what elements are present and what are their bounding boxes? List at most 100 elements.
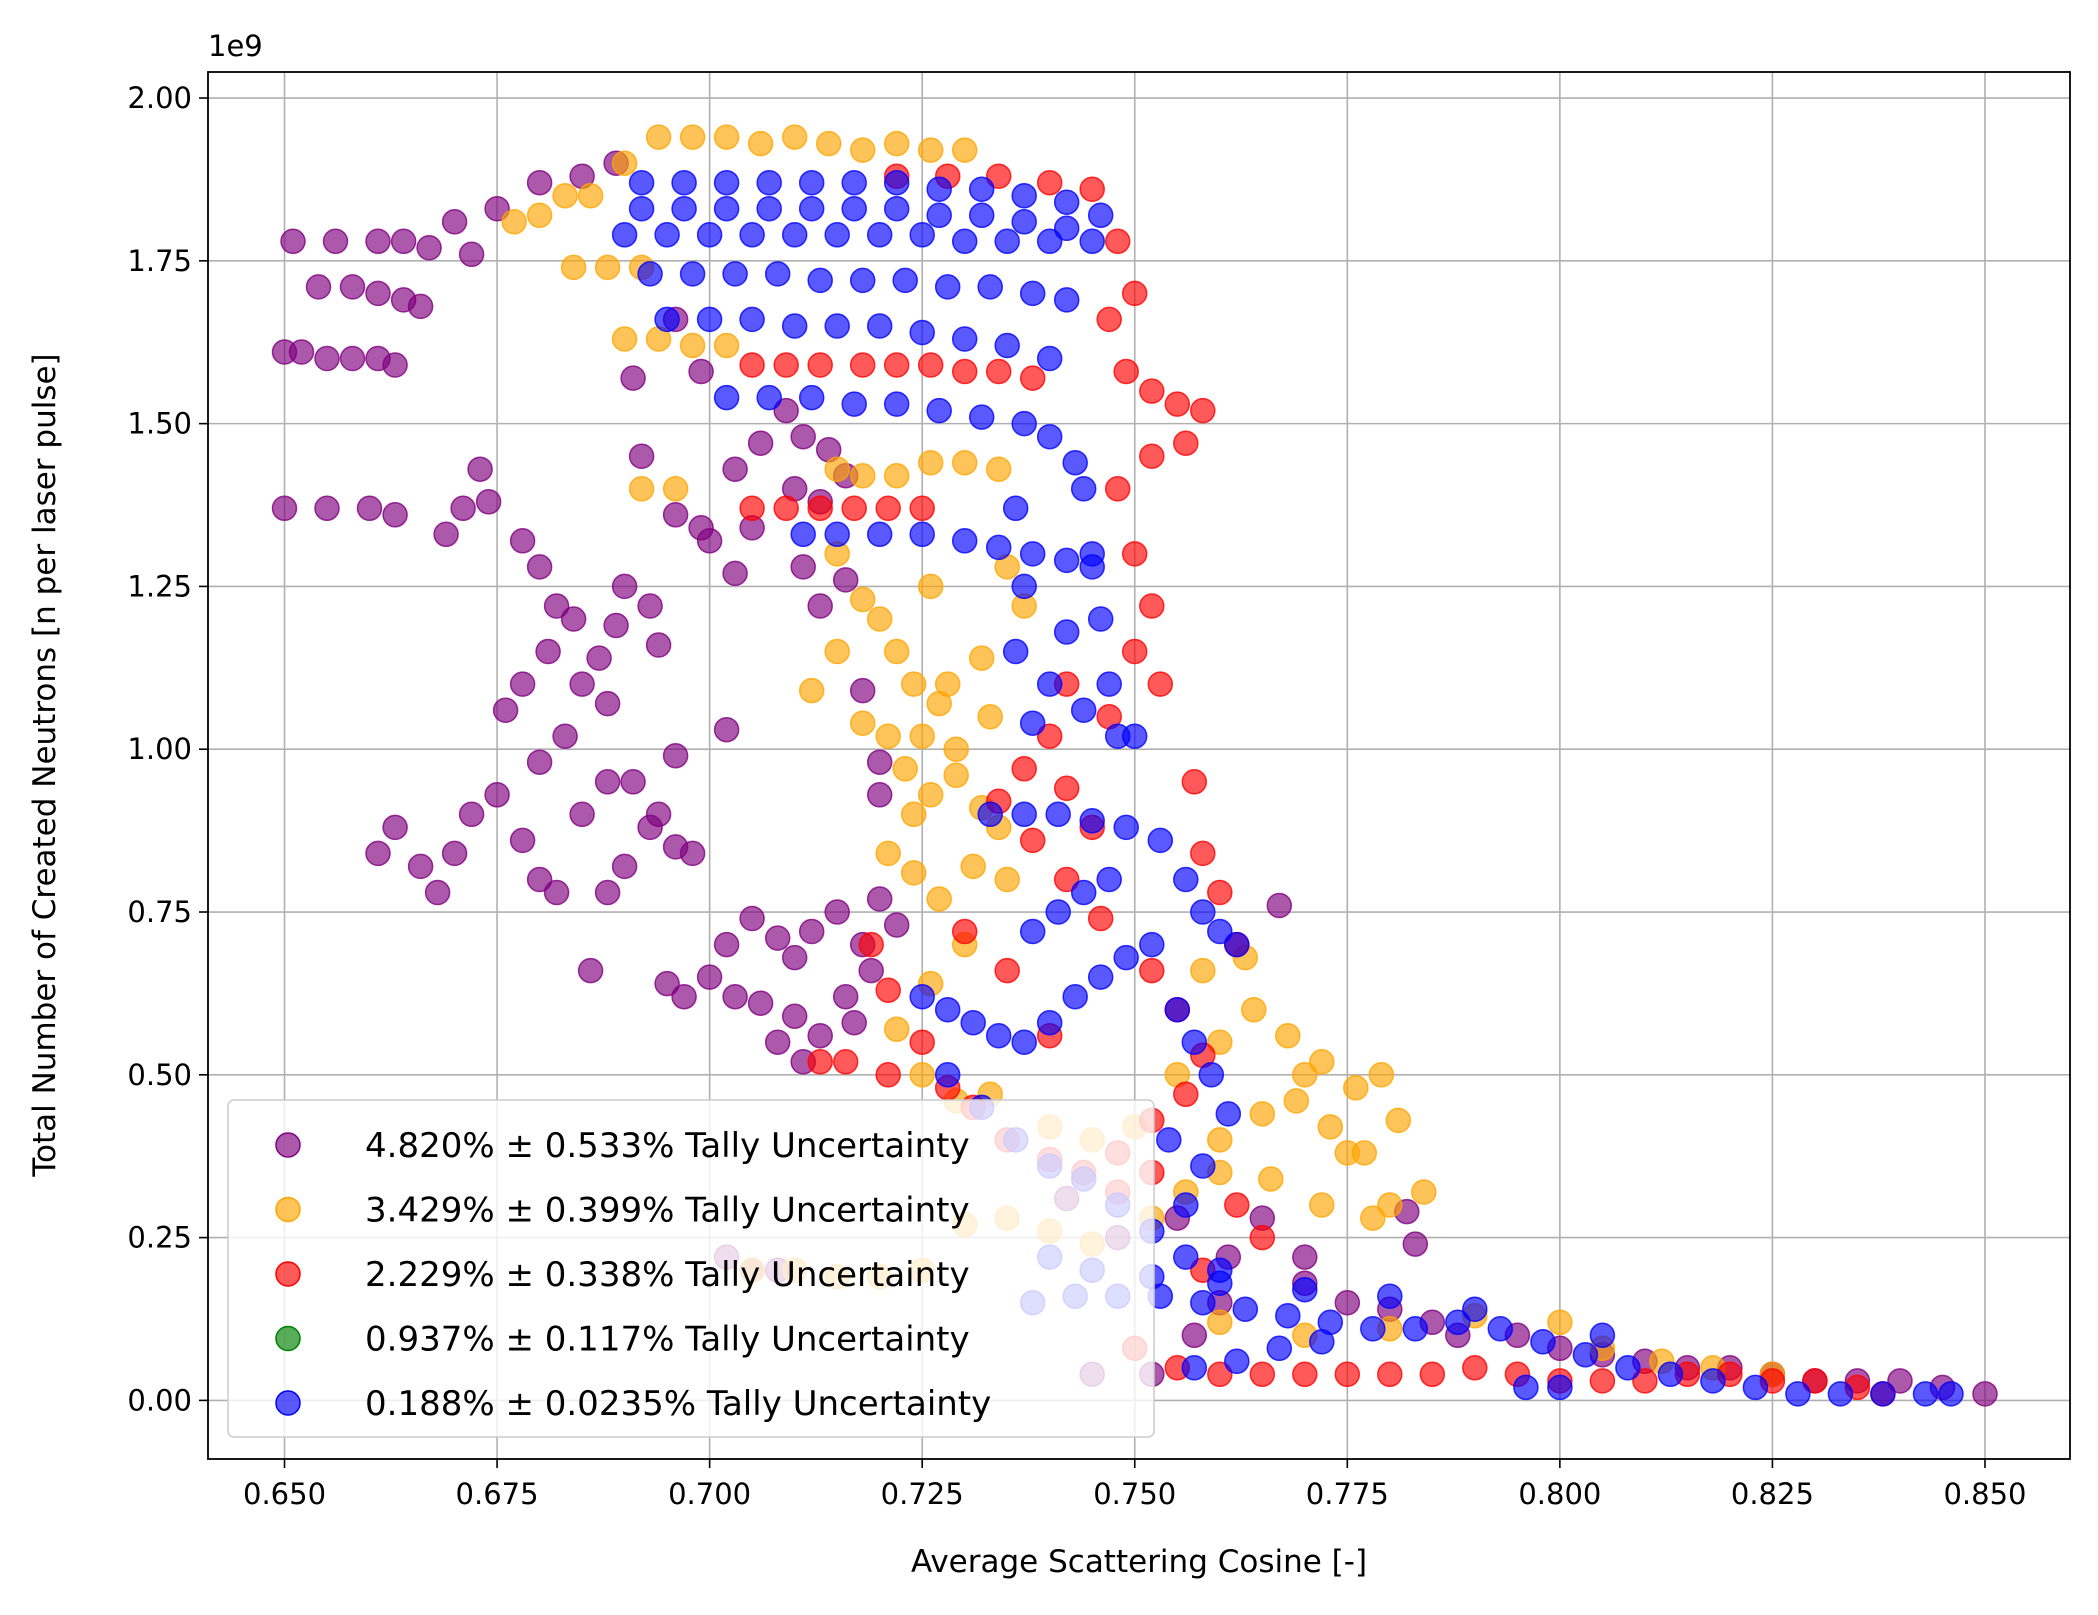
data-point: [807, 1022, 833, 1049]
data-point: [1912, 1381, 1939, 1407]
data-point: [1572, 1342, 1599, 1368]
data-point: [671, 169, 697, 196]
data-point: [1096, 306, 1122, 333]
data-point: [569, 671, 595, 697]
data-point: [951, 918, 978, 945]
data-point: [926, 886, 952, 912]
data-point: [1224, 931, 1250, 958]
data-point: [764, 261, 791, 287]
data-point: [611, 222, 638, 248]
data-point: [620, 365, 646, 391]
data-point: [756, 384, 782, 411]
data-point: [569, 801, 595, 828]
data-point: [926, 202, 952, 229]
data-point: [475, 489, 502, 515]
legend-entry-label: 3.429% ± 0.399% Tally Uncertainty: [365, 1191, 970, 1231]
data-point: [543, 879, 570, 906]
data-point: [560, 606, 587, 632]
data-point: [611, 326, 638, 352]
data-point: [1207, 918, 1233, 945]
data-point: [1113, 944, 1139, 971]
y-offset-label: 1e9: [208, 29, 263, 63]
data-point: [356, 495, 383, 522]
data-point: [1283, 1088, 1310, 1114]
data-point: [866, 222, 893, 248]
data-point: [994, 957, 1020, 984]
data-point: [747, 990, 774, 1016]
data-point: [577, 182, 604, 209]
data-point: [917, 573, 944, 600]
data-point: [1011, 209, 1037, 235]
data-point: [1462, 1355, 1488, 1381]
data-point: [1547, 1309, 1573, 1336]
data-point: [526, 749, 553, 775]
data-point: [1334, 1140, 1361, 1166]
data-point: [951, 228, 978, 255]
data-point: [1113, 814, 1139, 841]
data-point: [722, 560, 748, 587]
data-point: [382, 352, 408, 378]
x-tick-label: 0.850: [1943, 1477, 2026, 1511]
data-point: [858, 957, 884, 984]
data-point: [1207, 1270, 1233, 1296]
x-tick-label: 0.650: [243, 1477, 326, 1511]
data-point: [1011, 410, 1037, 437]
data-point: [1096, 671, 1122, 697]
data-point: [722, 983, 748, 1010]
data-point: [951, 449, 978, 476]
data-point: [1121, 541, 1148, 567]
data-point: [713, 195, 740, 222]
data-point: [1139, 378, 1165, 404]
data-point: [1121, 723, 1148, 749]
data-point: [484, 782, 510, 808]
data-point: [637, 593, 663, 619]
data-point: [433, 521, 459, 548]
data-point: [1487, 1316, 1514, 1342]
data-point: [535, 638, 561, 665]
data-point: [764, 1029, 791, 1055]
data-point: [509, 671, 536, 697]
data-point: [960, 1009, 986, 1036]
data-point: [951, 528, 978, 554]
series-group: [611, 169, 1964, 1407]
legend-marker: [275, 1261, 301, 1287]
data-point: [1589, 1368, 1616, 1394]
data-point: [1377, 1192, 1403, 1218]
data-point: [1462, 1296, 1488, 1322]
data-point: [492, 697, 519, 723]
data-point: [314, 345, 340, 372]
data-point: [1785, 1381, 1811, 1407]
data-point: [747, 430, 774, 456]
data-point: [1173, 1081, 1199, 1108]
data-point: [883, 462, 910, 489]
data-point: [824, 899, 850, 925]
data-point: [1053, 287, 1080, 313]
data-point: [1053, 215, 1080, 242]
data-point: [458, 801, 485, 828]
data-point: [985, 358, 1012, 385]
y-tick-label: 0.75: [127, 895, 192, 929]
data-point: [1309, 1049, 1335, 1075]
data-point: [1019, 827, 1046, 854]
data-point: [909, 1062, 935, 1088]
data-point: [943, 736, 969, 762]
data-point: [365, 228, 391, 255]
data-point: [1402, 1316, 1429, 1342]
data-point: [713, 931, 740, 958]
data-point: [1019, 280, 1046, 307]
data-point: [1173, 1192, 1199, 1218]
data-point: [917, 782, 944, 808]
data-point: [1343, 1075, 1369, 1101]
data-point: [662, 742, 689, 769]
data-point: [552, 182, 578, 209]
data-point: [1121, 280, 1148, 307]
legend-entry-label: 0.188% ± 0.0235% Tally Uncertainty: [365, 1384, 991, 1424]
data-point: [1079, 176, 1105, 202]
legend-marker: [275, 1196, 301, 1223]
data-point: [637, 261, 663, 287]
data-point: [1445, 1309, 1471, 1336]
data-point: [875, 723, 901, 749]
data-point: [713, 169, 740, 196]
data-point: [849, 137, 876, 163]
data-point: [1036, 1009, 1063, 1036]
